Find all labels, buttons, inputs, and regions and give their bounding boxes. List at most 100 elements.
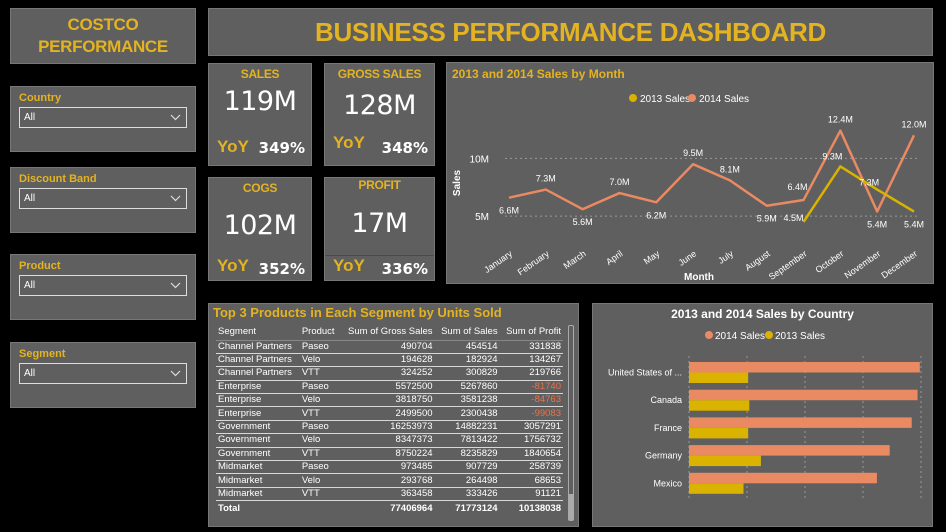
bar-2014-sales[interactable] — [689, 445, 890, 456]
kpi-value: 119M — [223, 86, 297, 117]
slicer-label: Product — [19, 260, 61, 272]
cell-product: VTT — [299, 487, 340, 502]
table-row[interactable]: Government Velo 8347373 7813422 1756732 — [216, 433, 563, 448]
chevron-down-icon — [170, 370, 181, 377]
data-label: 8.1M — [720, 164, 740, 174]
legend-marker-2013 — [765, 331, 773, 339]
segment-dropdown[interactable]: All — [19, 363, 187, 384]
kpi-card-sales: SALES 119M YoY 349% — [208, 63, 312, 166]
table-row[interactable]: Channel Partners Velo 194628 182924 134267 — [216, 353, 563, 368]
column-header-product[interactable]: Product — [299, 323, 340, 341]
bar-2013-sales[interactable] — [689, 455, 761, 467]
x-tick-label: June — [677, 248, 699, 267]
chart-legend[interactable]: 2014 Sales 2013 Sales — [705, 331, 825, 342]
bar-2014-sales[interactable] — [689, 389, 918, 401]
kpi-yoy-value: 348% — [381, 139, 428, 157]
legend-label-2013: 2013 Sales — [775, 331, 825, 342]
bar-2013-sales[interactable] — [689, 372, 749, 384]
slicer-discount-band: Discount Band All — [10, 167, 196, 233]
cell-sales: 7813422 — [434, 433, 500, 448]
data-label: 7.3M — [536, 174, 556, 184]
table-row[interactable]: Channel Partners VTT 324252 300829 219766 — [216, 366, 563, 381]
chart-title: 2013 and 2014 Sales by Month — [452, 67, 625, 81]
kpi-title: COGS — [242, 181, 278, 195]
x-tick-label: August — [743, 248, 772, 273]
y-axis-title: Sales — [452, 169, 463, 196]
cell-product: Paseo — [299, 380, 340, 395]
series-line-2013-sales[interactable] — [802, 165, 915, 223]
cell-profit: 3057291 — [499, 420, 563, 435]
cell-profit: 219766 — [499, 366, 563, 381]
product-dropdown[interactable]: All — [19, 275, 187, 296]
data-label: 6.6M — [499, 206, 519, 216]
kpi-value: 102M — [223, 210, 297, 241]
legend-marker-2013 — [629, 94, 637, 102]
scrollbar-thumb[interactable] — [569, 494, 573, 520]
dropdown-value: All — [24, 280, 36, 291]
table-row[interactable]: Midmarket Paseo 973485 907729 258739 — [216, 460, 563, 475]
table-row[interactable]: Midmarket VTT 363458 333426 91121 — [216, 487, 563, 502]
table-row[interactable]: Enterprise Paseo 5572500 5267860 -81740 — [216, 380, 563, 395]
discount-band-dropdown[interactable]: All — [19, 188, 187, 209]
cell-gross-sales: 363458 — [339, 487, 435, 502]
slicer-label: Segment — [19, 348, 66, 360]
column-header-segment[interactable]: Segment — [216, 323, 300, 341]
cell-product: Velo — [299, 433, 340, 448]
sales-by-country-chart[interactable]: 2013 and 2014 Sales by Country 2014 Sale… — [592, 303, 933, 527]
x-tick-label: January — [482, 248, 514, 275]
country-dropdown[interactable]: All — [19, 107, 187, 128]
slicer-label: Country — [19, 92, 62, 104]
logo-line-1: COSTCO — [67, 15, 139, 34]
cell-segment: Enterprise — [216, 393, 300, 408]
table-row[interactable]: Enterprise Velo 3818750 3581238 -84763 — [216, 393, 563, 408]
cell-sales: 182924 — [434, 353, 500, 368]
data-label: 6.4M — [788, 182, 808, 192]
table-scrollbar[interactable] — [568, 325, 574, 521]
cell-profit: 68653 — [499, 473, 563, 488]
chevron-down-icon — [170, 282, 181, 289]
series-line-2014-sales[interactable] — [508, 129, 916, 213]
column-header-profit[interactable]: Sum of Profit — [499, 323, 563, 341]
bar-2014-sales[interactable] — [689, 472, 877, 484]
logo-panel: COSTCO PERFORMANCE — [10, 8, 196, 64]
column-header-gross-sales[interactable]: Sum of Gross Sales — [339, 323, 435, 341]
data-label: 4.5M — [784, 213, 804, 223]
bar-2014-sales[interactable] — [689, 362, 920, 373]
cell-gross-sales: 194628 — [339, 353, 435, 368]
table-row[interactable]: Enterprise VTT 2499500 2300438 -99083 — [216, 406, 563, 421]
x-tick-label: December — [879, 248, 919, 280]
y-category-label: Mexico — [653, 478, 682, 488]
table-row[interactable]: Midmarket Velo 293768 264498 68653 — [216, 473, 563, 488]
bar-2013-sales[interactable] — [689, 483, 744, 494]
x-axis-title: Month — [684, 272, 714, 283]
data-label: 5.6M — [573, 217, 593, 227]
chart-legend[interactable]: 2013 Sales 2014 Sales — [629, 94, 749, 105]
table-title: Top 3 Products in Each Segment by Units … — [213, 305, 502, 320]
y-tick-label: 10M — [470, 154, 489, 165]
x-tick-label: February — [516, 248, 552, 277]
logo-line-2: PERFORMANCE — [38, 37, 168, 56]
top-products-table: Segment Product Sum of Gross Sales Sum o… — [216, 323, 563, 517]
bar-2013-sales[interactable] — [689, 427, 749, 439]
cell-segment: Enterprise — [216, 406, 300, 421]
table-row[interactable]: Government VTT 8750224 8235829 1840654 — [216, 447, 563, 462]
bar-2014-sales[interactable] — [689, 417, 912, 428]
slicer-country: Country All — [10, 86, 196, 152]
cell-sales: 8235829 — [434, 447, 500, 462]
kpi-value: 128M — [343, 90, 416, 121]
slicer-product: Product All — [10, 254, 196, 320]
chart-title: 2013 and 2014 Sales by Country — [671, 307, 854, 321]
sales-by-month-chart[interactable]: 2013 and 2014 Sales by Month 2013 Sales … — [446, 62, 934, 284]
column-header-sales[interactable]: Sum of Sales — [434, 323, 500, 341]
table-row[interactable]: Government Paseo 16253973 14882231 3057291 — [216, 420, 563, 435]
line-chart-svg: 2013 Sales 2014 Sales Sales Month 5M10M … — [452, 94, 927, 283]
cell-segment: Government — [216, 420, 300, 435]
bar-2013-sales[interactable] — [689, 400, 750, 411]
table-header-row: Segment Product Sum of Gross Sales Sum o… — [216, 323, 563, 341]
cell-gross-sales: 293768 — [339, 473, 435, 488]
table-row[interactable]: Channel Partners Paseo 490704 454514 331838 — [216, 340, 563, 354]
cell-gross-sales: 8347373 — [339, 433, 435, 448]
cell-gross-sales: 2499500 — [339, 406, 435, 421]
data-label: 6.2M — [646, 210, 666, 220]
cell-segment: Midmarket — [216, 473, 300, 488]
